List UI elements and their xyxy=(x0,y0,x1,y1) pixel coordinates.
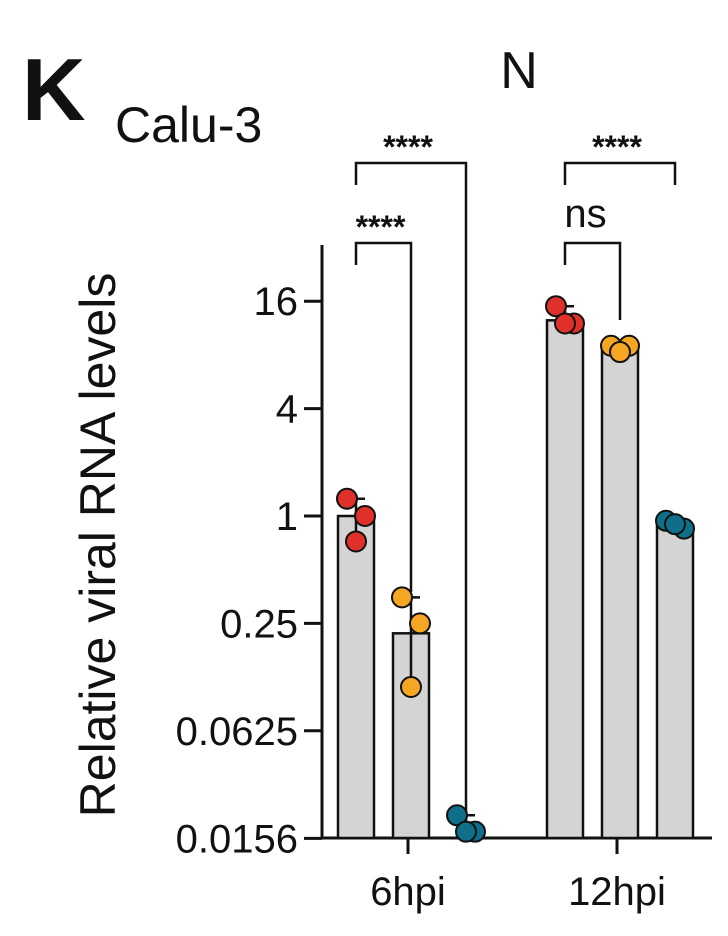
y-axis-label: Relative viral RNA levels xyxy=(70,273,126,818)
data-point xyxy=(400,676,422,699)
y-tick-label: 16 xyxy=(254,280,299,324)
y-tick-label: 1 xyxy=(276,495,298,539)
x-tick-label: 12hpi xyxy=(568,870,666,914)
data-point xyxy=(391,586,413,609)
significance-label: **** xyxy=(592,129,642,165)
significance-label: **** xyxy=(383,129,433,165)
data-point xyxy=(354,505,376,527)
y-tick-label: 4 xyxy=(276,388,298,432)
x-tick-label: 6hpi xyxy=(370,870,446,914)
y-tick-label: 0.25 xyxy=(220,602,298,646)
data-point xyxy=(345,530,367,553)
y-tick-label: 0.0156 xyxy=(176,817,298,861)
significance-bracket xyxy=(354,161,468,812)
data-point xyxy=(336,487,358,510)
bar xyxy=(655,524,695,840)
chart-title: N xyxy=(500,42,538,100)
data-point xyxy=(545,295,567,318)
data-point xyxy=(409,612,431,635)
data-point xyxy=(455,820,477,843)
bar xyxy=(545,319,585,840)
bar xyxy=(600,347,640,840)
data-point xyxy=(554,312,576,335)
panel-label: K xyxy=(22,40,86,139)
significance-bracket xyxy=(563,161,677,185)
data-point xyxy=(664,513,686,536)
y-tick-label: 0.0625 xyxy=(176,710,298,754)
bar xyxy=(336,514,376,840)
data-point xyxy=(609,341,631,364)
significance-label: ns xyxy=(564,192,606,236)
significance-label: **** xyxy=(356,209,406,245)
significance-bracket xyxy=(354,241,413,592)
significance-bracket xyxy=(563,241,622,320)
data-point xyxy=(446,804,468,827)
cell-line-label: Calu-3 xyxy=(115,97,262,153)
